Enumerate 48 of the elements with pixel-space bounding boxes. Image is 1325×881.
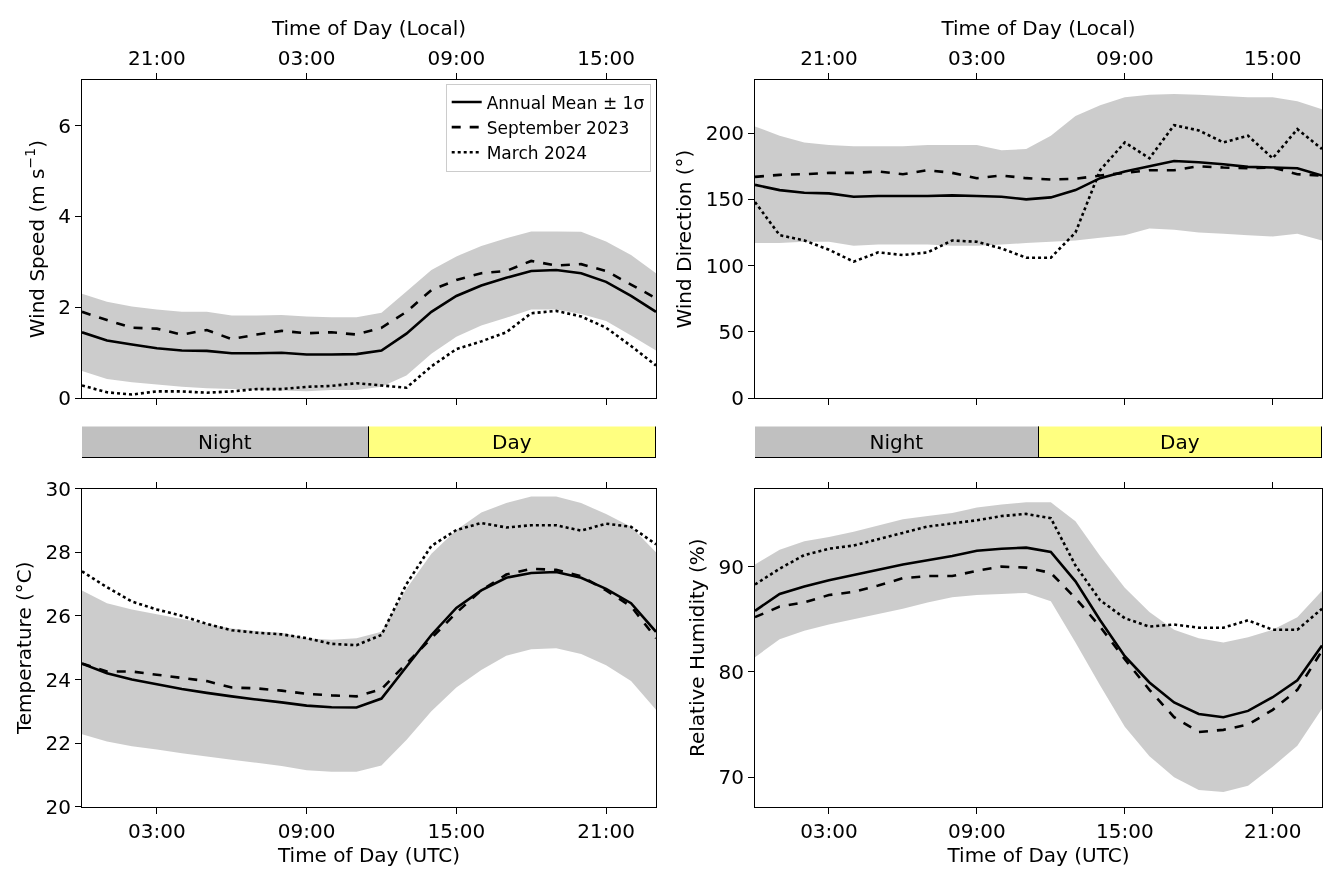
y-tick-label: 200 bbox=[705, 121, 744, 146]
x-tick-label: 03:00 bbox=[277, 45, 336, 70]
y-tick-label: 150 bbox=[705, 187, 744, 212]
x-tick-label: 15:00 bbox=[1095, 818, 1154, 843]
x-tick-label: 21:00 bbox=[577, 818, 635, 843]
x-axis-title: Time of Day (UTC) bbox=[276, 842, 461, 867]
y-tick-label: 4 bbox=[58, 204, 71, 229]
x-tick-label: 15:00 bbox=[577, 45, 635, 70]
y-tick-label: 100 bbox=[705, 253, 744, 278]
x-tick-label: 03:00 bbox=[128, 818, 186, 843]
y-axis-title: Relative Humidity (%) bbox=[684, 538, 709, 758]
legend-label: Annual Mean ± 1σ bbox=[486, 92, 645, 113]
x-tick-label: 03:00 bbox=[948, 45, 1006, 70]
x-tick-label: 15:00 bbox=[1243, 45, 1302, 70]
y-tick-label: 6 bbox=[58, 113, 71, 138]
y-tick-label: 80 bbox=[718, 659, 744, 684]
y-tick-label: 30 bbox=[45, 476, 71, 501]
y-axis-title: Temperature (°C) bbox=[11, 561, 36, 736]
x2-axis-title: Time of Day (Local) bbox=[940, 16, 1136, 41]
y-tick-label: 0 bbox=[731, 386, 744, 411]
x-axis-title: Time of Day (UTC) bbox=[946, 842, 1130, 867]
series-label: Night bbox=[197, 429, 252, 454]
y-tick-label: 22 bbox=[45, 731, 71, 756]
y-tick-label: 28 bbox=[45, 540, 71, 565]
series-label: Night bbox=[869, 429, 924, 454]
y-tick-label: 26 bbox=[45, 603, 71, 628]
legend-label: March 2024 bbox=[486, 142, 588, 163]
x2-axis-title: Time of Day (Local) bbox=[270, 16, 467, 41]
y-tick-label: 20 bbox=[45, 794, 71, 819]
y-tick-label: 90 bbox=[718, 554, 744, 579]
y-axis-title: Wind Direction (°) bbox=[672, 149, 697, 329]
y-tick-label: 24 bbox=[45, 667, 71, 692]
x-tick-label: 09:00 bbox=[948, 818, 1006, 843]
legend-label: September 2023 bbox=[486, 117, 630, 138]
x-tick-label: 21:00 bbox=[800, 45, 858, 70]
x-tick-label: 15:00 bbox=[427, 818, 486, 843]
x-tick-label: 09:00 bbox=[277, 818, 336, 843]
x-tick-label: 21:00 bbox=[1243, 818, 1302, 843]
y-tick-label: 0 bbox=[58, 386, 71, 411]
x-tick-label: 09:00 bbox=[1095, 45, 1154, 70]
series-label: Day bbox=[492, 429, 532, 454]
y-tick-label: 70 bbox=[718, 765, 744, 790]
x-tick-label: 21:00 bbox=[128, 45, 186, 70]
x-tick-label: 03:00 bbox=[800, 818, 858, 843]
y-tick-label: 2 bbox=[58, 295, 71, 320]
y-tick-label: 50 bbox=[718, 319, 744, 344]
x-tick-label: 09:00 bbox=[427, 45, 486, 70]
series-label: Day bbox=[1160, 429, 1200, 454]
